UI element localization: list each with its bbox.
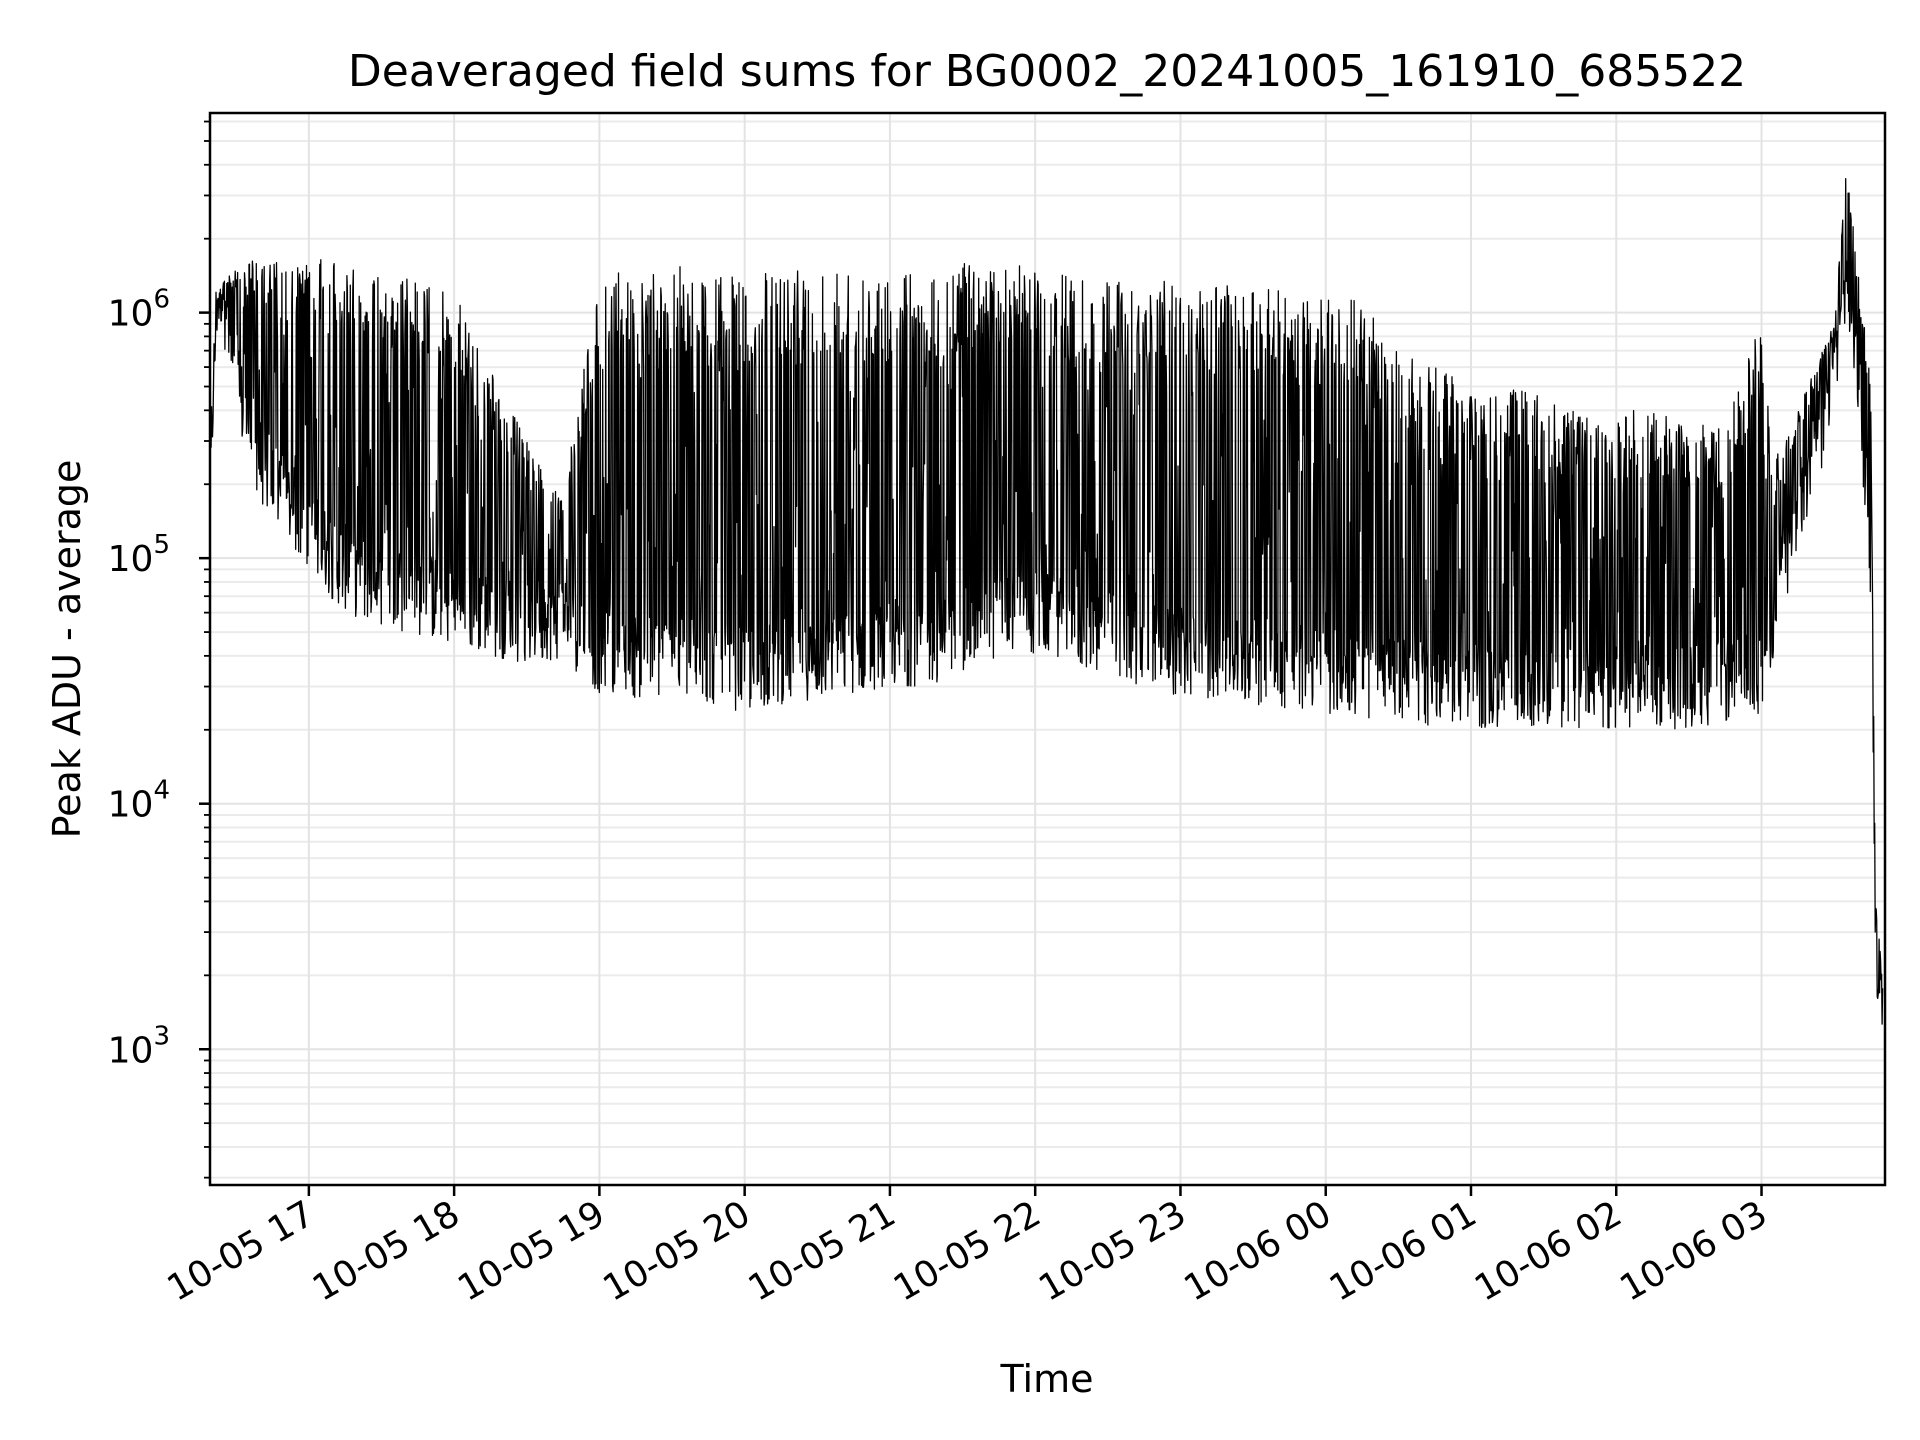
plot-frame	[208, 111, 1887, 1187]
y-tick-label: 106	[108, 285, 170, 335]
series-line	[208, 178, 1884, 1025]
y-tick-label: 104	[108, 776, 170, 826]
series-layer	[208, 178, 1884, 1025]
y-tick-label: 105	[108, 530, 170, 580]
y-tick-label: 103	[108, 1021, 170, 1071]
x-axis-label: Time	[1000, 1357, 1094, 1401]
chart-title: Deaveraged field sums for BG0002_2024100…	[348, 46, 1746, 97]
y-axis-label: Peak ADU - average	[45, 460, 89, 839]
y-axis: 103 104 105 106	[108, 120, 210, 1179]
